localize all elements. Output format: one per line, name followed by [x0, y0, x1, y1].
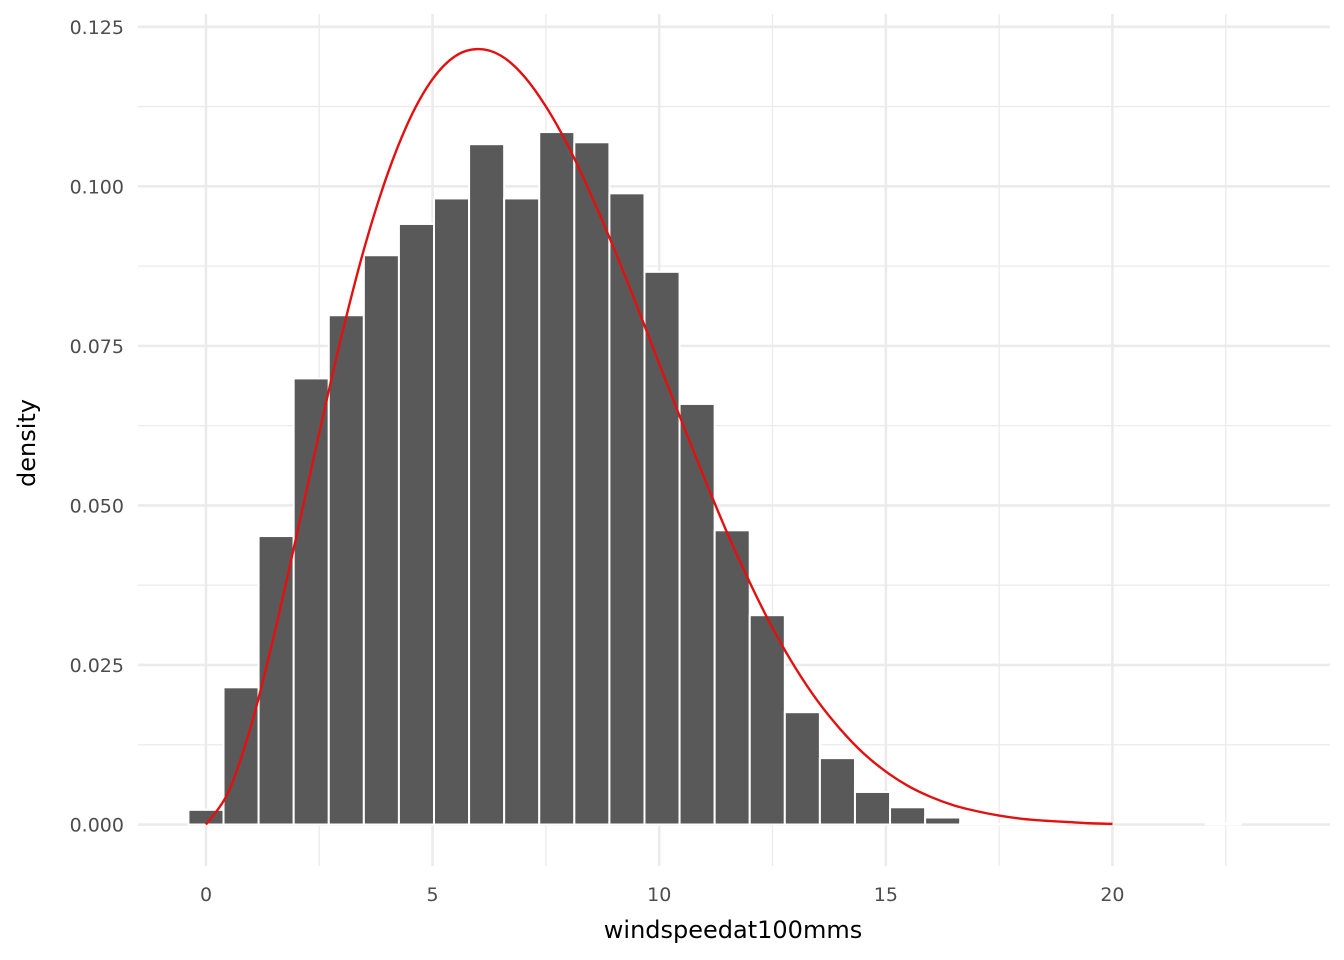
histogram-bars: [187, 131, 1242, 826]
x-tick-label: 15: [874, 884, 898, 906]
x-tick-label: 20: [1100, 884, 1124, 906]
histogram-bar: [713, 529, 751, 826]
histogram-bar: [327, 314, 365, 826]
histogram-bar: [397, 222, 436, 826]
y-tick-label: 0.100: [70, 176, 124, 198]
y-tick-label: 0.000: [70, 815, 124, 837]
histogram-bar: [783, 711, 821, 826]
histogram-bar: [853, 790, 892, 826]
y-tick-label: 0.125: [70, 17, 124, 39]
x-tick-label: 10: [647, 884, 671, 906]
histogram-bar: [678, 402, 716, 826]
histogram-bar: [187, 808, 225, 826]
histogram-bar: [433, 197, 471, 826]
histogram-bar: [959, 822, 997, 826]
histogram-bar: [538, 131, 576, 826]
histogram-bar: [362, 254, 400, 826]
histogram-bar: [608, 192, 646, 826]
histogram-bar: [292, 377, 330, 826]
histogram-bar: [994, 822, 1032, 826]
x-tick-label: 5: [427, 884, 439, 906]
histogram-bar: [1204, 822, 1242, 826]
y-tick-label: 0.025: [70, 655, 124, 677]
y-tick-label: 0.050: [70, 495, 124, 517]
histogram-bar: [573, 141, 611, 826]
histogram-bar: [468, 143, 506, 826]
y-axis-title: density: [13, 399, 41, 487]
x-axis-tick-labels: 0 5 10 15 20: [200, 884, 1125, 906]
histogram-bar: [1029, 822, 1067, 826]
histogram-bar: [503, 197, 541, 826]
histogram-bar: [818, 757, 856, 826]
histogram-bar: [889, 806, 927, 826]
y-axis-tick-labels: 0.000 0.025 0.050 0.075 0.100 0.125: [70, 17, 124, 837]
histogram-bar: [643, 270, 681, 826]
y-tick-label: 0.075: [70, 336, 124, 358]
fitted-density-curve: [204, 47, 1113, 826]
histogram-bar: [924, 816, 962, 826]
histogram-bar: [748, 614, 786, 826]
x-tick-label: 0: [200, 884, 212, 906]
x-axis-title: windspeedat100mms: [604, 916, 862, 944]
